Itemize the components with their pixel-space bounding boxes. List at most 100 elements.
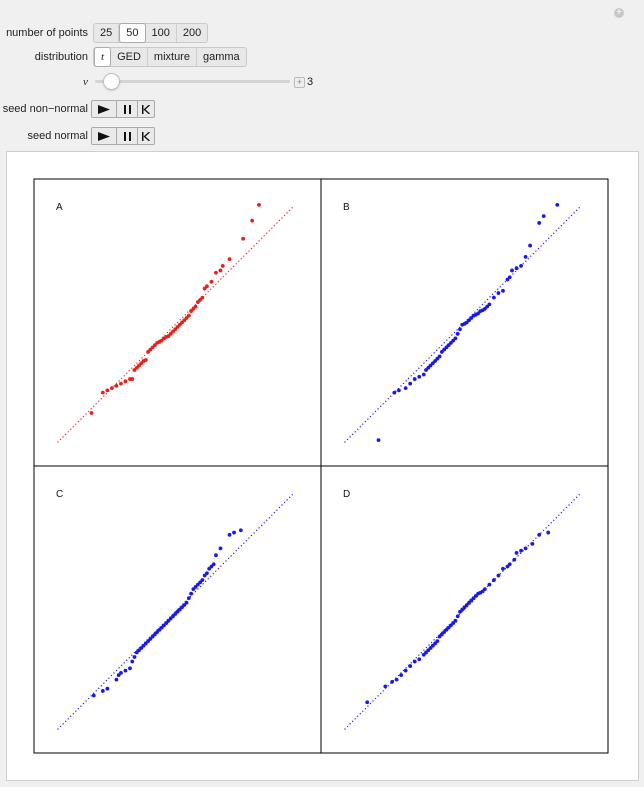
data-point xyxy=(417,657,422,662)
reference-line xyxy=(57,206,294,443)
data-point xyxy=(214,270,218,275)
data-point xyxy=(114,383,119,388)
distribution-option-mixture[interactable]: mixture xyxy=(148,48,197,66)
data-point xyxy=(514,266,519,271)
data-point xyxy=(408,664,413,668)
data-point xyxy=(390,680,394,684)
qq-panel-d: D xyxy=(320,465,609,754)
data-point xyxy=(119,381,123,386)
qq-panel-a: A xyxy=(33,178,322,467)
data-point xyxy=(218,546,223,551)
data-point xyxy=(492,578,496,582)
add-icon[interactable]: + xyxy=(614,8,624,18)
data-point xyxy=(541,214,546,219)
panel-frame xyxy=(320,465,609,754)
data-point xyxy=(455,331,460,336)
pause-button[interactable] xyxy=(117,128,138,144)
pause-icon xyxy=(123,131,131,141)
data-point xyxy=(205,284,209,289)
data-point xyxy=(523,546,528,551)
data-point xyxy=(496,573,501,578)
panel-title: B xyxy=(343,202,350,213)
data-point xyxy=(519,548,523,553)
data-point xyxy=(523,254,528,259)
data-point xyxy=(507,562,512,567)
seed-non-normal-label: seed non−normal xyxy=(2,103,88,115)
data-point xyxy=(403,668,408,673)
data-point xyxy=(435,639,440,644)
data-point xyxy=(510,268,514,273)
data-point xyxy=(453,618,458,623)
data-point xyxy=(205,571,209,576)
panel-title: A xyxy=(56,202,63,213)
data-point xyxy=(214,553,218,558)
play-icon xyxy=(98,131,110,141)
data-point xyxy=(232,530,236,535)
distribution-selector: t GED mixture gamma xyxy=(93,47,247,67)
data-point xyxy=(100,689,105,693)
distribution-option-ged[interactable]: GED xyxy=(111,48,148,66)
reference-line xyxy=(57,493,294,730)
reset-button[interactable] xyxy=(138,101,154,117)
points-option-25[interactable]: 25 xyxy=(94,24,120,42)
data-point xyxy=(437,354,442,359)
data-point xyxy=(132,655,137,659)
data-point xyxy=(109,386,114,391)
data-point xyxy=(130,659,135,664)
data-point xyxy=(487,582,492,587)
distribution-label: distribution xyxy=(34,51,88,63)
points-option-100[interactable]: 100 xyxy=(146,24,177,42)
data-point xyxy=(241,236,246,241)
reset-button[interactable] xyxy=(138,128,154,144)
points-option-50[interactable]: 50 xyxy=(119,23,146,43)
data-point xyxy=(227,532,232,537)
data-point xyxy=(537,532,542,537)
play-button[interactable] xyxy=(92,101,117,117)
nu-value: 3 xyxy=(307,76,314,88)
data-point xyxy=(200,295,205,300)
distribution-option-gamma[interactable]: gamma xyxy=(202,51,240,63)
data-point xyxy=(383,684,388,689)
data-point xyxy=(119,670,123,675)
data-point xyxy=(193,304,198,309)
data-point xyxy=(189,591,193,596)
data-point xyxy=(496,291,501,295)
nu-slider-track[interactable] xyxy=(95,80,290,83)
data-point xyxy=(519,264,523,268)
data-point xyxy=(487,302,492,307)
data-point xyxy=(105,388,110,393)
data-point xyxy=(105,686,110,691)
distribution-option-t[interactable]: t xyxy=(94,47,112,67)
data-point xyxy=(421,372,426,377)
data-point xyxy=(238,528,243,533)
number-of-points-selector: 25 50 100 200 xyxy=(93,23,209,43)
nu-label: ν xyxy=(83,76,88,88)
data-point xyxy=(455,614,460,619)
data-point xyxy=(412,659,417,664)
pause-button[interactable] xyxy=(117,101,138,117)
reference-line xyxy=(344,493,581,730)
data-point xyxy=(528,243,533,248)
points-option-200[interactable]: 200 xyxy=(182,27,202,39)
nu-slider-thumb[interactable] xyxy=(103,73,120,90)
data-point xyxy=(89,411,94,415)
skip-back-icon xyxy=(142,104,150,114)
data-point xyxy=(211,562,216,567)
data-point xyxy=(408,381,413,386)
data-point xyxy=(537,221,542,225)
slider-expand-icon[interactable]: + xyxy=(294,77,305,88)
data-point xyxy=(458,327,462,332)
play-button[interactable] xyxy=(92,128,117,144)
data-point xyxy=(184,600,189,605)
data-point xyxy=(453,336,458,341)
data-point xyxy=(514,551,519,555)
data-point xyxy=(186,313,191,318)
data-point xyxy=(555,202,560,207)
data-point xyxy=(482,587,487,592)
play-icon xyxy=(98,104,110,114)
data-point xyxy=(365,700,370,705)
data-point xyxy=(220,264,225,268)
data-point xyxy=(530,541,535,546)
data-point xyxy=(376,438,381,443)
skip-back-icon xyxy=(142,131,150,141)
